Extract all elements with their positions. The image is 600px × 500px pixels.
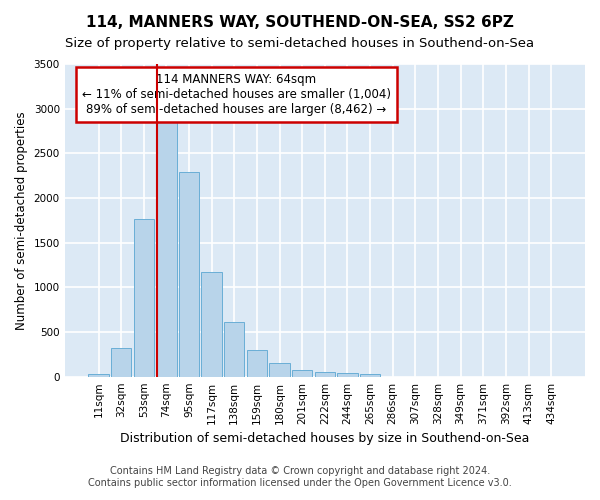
Bar [156, 116, 176, 376]
X-axis label: Distribution of semi-detached houses by size in Southend-on-Sea: Distribution of semi-detached houses by … [120, 432, 530, 445]
Bar [88, 374, 109, 376]
Bar [269, 364, 290, 376]
Text: Size of property relative to semi-detached houses in Southend-on-Sea: Size of property relative to semi-detach… [65, 38, 535, 51]
Bar [314, 372, 335, 376]
Bar [292, 370, 313, 376]
Bar [202, 272, 222, 376]
Text: 114, MANNERS WAY, SOUTHEND-ON-SEA, SS2 6PZ: 114, MANNERS WAY, SOUTHEND-ON-SEA, SS2 6… [86, 15, 514, 30]
Bar [111, 348, 131, 376]
Bar [360, 374, 380, 376]
Y-axis label: Number of semi-detached properties: Number of semi-detached properties [15, 111, 28, 330]
Text: 114 MANNERS WAY: 64sqm
← 11% of semi-detached houses are smaller (1,004)
89% of : 114 MANNERS WAY: 64sqm ← 11% of semi-det… [82, 74, 391, 116]
Bar [337, 373, 358, 376]
Bar [247, 350, 267, 376]
Bar [134, 220, 154, 376]
Bar [224, 322, 244, 376]
Bar [179, 172, 199, 376]
Text: Contains HM Land Registry data © Crown copyright and database right 2024.
Contai: Contains HM Land Registry data © Crown c… [88, 466, 512, 487]
